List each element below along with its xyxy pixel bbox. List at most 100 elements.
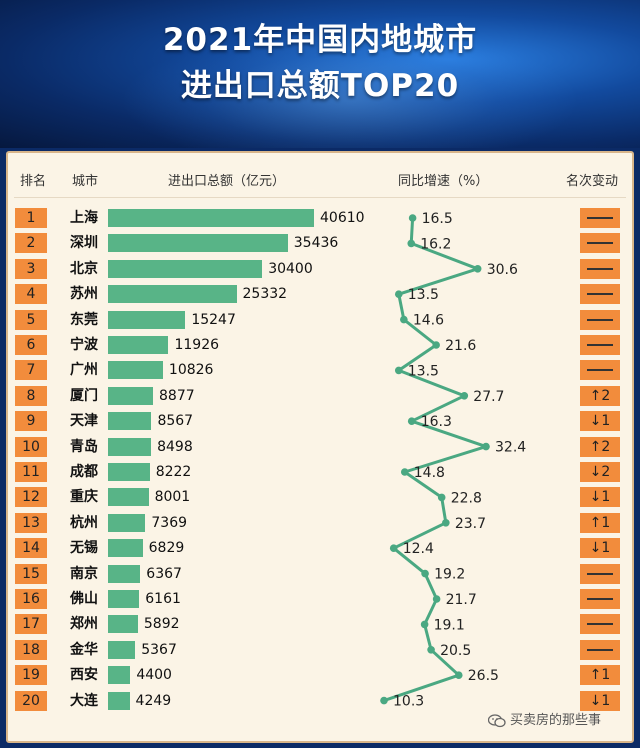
rank-change-badge <box>580 360 620 381</box>
growth-label: 21.6 <box>445 338 476 354</box>
header-banner: 2021年中国内地城市 进出口总额TOP20 <box>0 0 640 148</box>
city-label: 郑州 <box>70 616 98 633</box>
rank-badge: 14 <box>15 538 47 559</box>
rank-change-badge <box>580 563 620 584</box>
amount-value: 35436 <box>293 235 339 252</box>
growth-label: 19.2 <box>434 567 465 583</box>
city-label: 佛山 <box>70 591 98 607</box>
amount-value: 25332 <box>242 286 288 303</box>
amount-bar <box>108 336 169 354</box>
city-label: 金华 <box>70 641 98 658</box>
rank-change-badge: ↓1 <box>580 411 620 432</box>
rank-change-badge <box>580 589 620 609</box>
growth-point <box>380 696 388 705</box>
rank-change-dash <box>587 648 613 651</box>
growth-label: 26.5 <box>468 668 499 684</box>
rank-change-badge <box>580 233 620 254</box>
rank-change-badge: ↓1 <box>580 487 620 508</box>
title-line2: 进出口总额TOP20 <box>180 68 460 104</box>
amount-value: 6161 <box>145 591 181 607</box>
growth-label: 13.5 <box>408 363 439 379</box>
rank-badge: 12 <box>15 487 47 508</box>
growth-point <box>442 519 450 527</box>
amount-bar <box>108 539 143 558</box>
rank-badge: 2 <box>15 233 47 254</box>
rank-badge: 6 <box>15 335 47 355</box>
city-label: 杭州 <box>70 514 98 531</box>
city-label: 大连 <box>70 692 98 709</box>
rank-change-dash <box>587 293 613 296</box>
amount-bar <box>108 412 152 431</box>
growth-point <box>389 544 398 552</box>
amount-bar <box>108 386 154 405</box>
rank-change-dash <box>587 623 613 626</box>
amount-bar <box>108 463 150 481</box>
rank-change-badge: ↑2 <box>580 436 620 457</box>
rank-badge: 16 <box>15 589 47 609</box>
amount-bar <box>108 590 140 608</box>
rank-badge: 1 <box>15 208 47 228</box>
col-header-amount: 进出口总额（亿元） <box>168 174 286 189</box>
growth-label: 10.3 <box>393 694 424 710</box>
amount-bar <box>108 488 149 507</box>
wechat-icon <box>488 713 506 727</box>
rank-badge: 11 <box>15 462 47 482</box>
growth-point <box>394 366 403 375</box>
growth-label: 19.1 <box>434 617 465 633</box>
amount-bar <box>108 691 130 710</box>
growth-label: 16.2 <box>420 236 451 252</box>
growth-point <box>437 493 446 502</box>
col-header-city: 城市 <box>72 174 99 189</box>
amount-value: 40610 <box>320 210 365 226</box>
rank-change-badge: ↓2 <box>580 462 620 482</box>
growth-point <box>407 417 416 426</box>
amount-value: 7369 <box>151 514 188 531</box>
rank-change-badge <box>580 258 620 279</box>
amount-bar <box>108 666 131 685</box>
city-label: 北京 <box>70 260 98 277</box>
growth-point <box>432 595 441 603</box>
growth-label: 23.7 <box>455 516 486 532</box>
amount-value: 8567 <box>157 413 194 430</box>
rank-change-dash <box>587 572 613 575</box>
rank-badge: 5 <box>15 309 47 330</box>
growth-point <box>421 569 429 578</box>
rank-badge: 3 <box>15 258 47 279</box>
watermark-text: 买卖房的那些事 <box>510 713 602 728</box>
growth-label: 16.3 <box>421 414 452 430</box>
rank-change-value: ↑2 <box>589 387 611 404</box>
rank-change-badge: ↑2 <box>580 385 620 406</box>
rank-change-value: ↓1 <box>589 692 611 709</box>
rank-change-dash <box>587 369 613 372</box>
rank-change-badge <box>580 284 620 305</box>
globe-glow <box>120 30 580 148</box>
growth-point <box>482 442 490 451</box>
amount-bar <box>108 234 288 253</box>
rank-change-badge <box>580 208 620 228</box>
growth-point <box>394 290 403 299</box>
city-label: 广州 <box>70 362 98 379</box>
rank-change-badge: ↓1 <box>580 538 620 559</box>
growth-label: 32.4 <box>495 440 526 456</box>
amount-value: 15247 <box>191 311 236 328</box>
rank-badge: 10 <box>15 436 47 457</box>
amount-value: 4249 <box>135 692 172 709</box>
amount-bar <box>108 361 163 380</box>
rank-change-dash <box>587 217 613 219</box>
growth-label: 27.7 <box>473 389 504 405</box>
growth-label: 12.4 <box>403 541 434 557</box>
rank-change-dash <box>587 242 613 245</box>
rank-change-badge <box>580 309 620 330</box>
rank-badge: 13 <box>15 512 47 533</box>
rank-change-dash <box>587 318 613 321</box>
growth-point <box>408 214 417 222</box>
rank-change-badge: ↑1 <box>580 512 620 533</box>
rank-badge: 9 <box>15 411 47 432</box>
rank-change-badge: ↓1 <box>580 690 620 711</box>
city-label: 重庆 <box>70 489 98 506</box>
city-label: 苏州 <box>70 286 98 303</box>
city-label: 成都 <box>70 464 98 480</box>
amount-value: 5367 <box>141 641 177 658</box>
rank-change-dash <box>587 598 613 600</box>
